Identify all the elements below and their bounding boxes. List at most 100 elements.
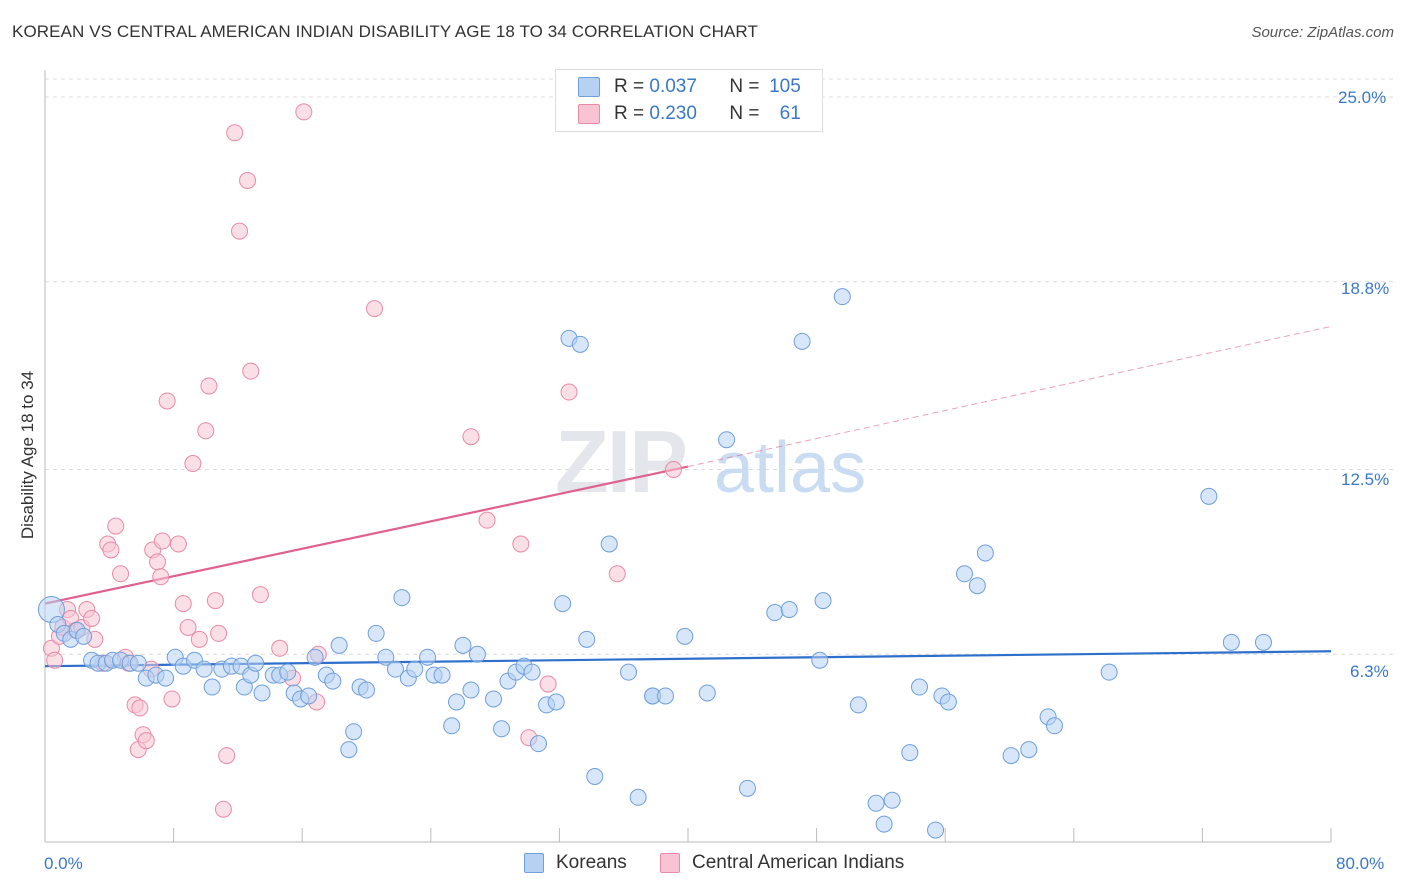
legend-swatch-koreans bbox=[578, 77, 600, 97]
legend-label-koreans: Koreans bbox=[556, 852, 627, 873]
point-koreans-103 bbox=[1200, 487, 1218, 505]
point-cai-53 bbox=[478, 511, 496, 529]
point-cai-42 bbox=[231, 222, 249, 240]
point-koreans-19 bbox=[195, 660, 213, 678]
point-cai-52 bbox=[462, 428, 480, 446]
point-koreans-85 bbox=[833, 288, 851, 306]
point-koreans-56 bbox=[484, 690, 502, 708]
legend-row-cai: R = 0.230 N = 61 bbox=[578, 101, 801, 127]
point-cai-57 bbox=[560, 383, 578, 401]
point-cai-37 bbox=[206, 592, 224, 610]
point-koreans-89 bbox=[883, 791, 901, 809]
point-koreans-68 bbox=[578, 630, 596, 648]
point-koreans-82 bbox=[793, 332, 811, 350]
point-koreans-81 bbox=[780, 601, 798, 619]
data-points bbox=[37, 103, 1272, 839]
point-cai-48 bbox=[295, 103, 313, 121]
point-koreans-20 bbox=[203, 678, 221, 696]
legend-swatch-cai bbox=[660, 853, 680, 873]
point-koreans-37 bbox=[330, 636, 348, 654]
point-koreans-36 bbox=[324, 672, 342, 690]
point-koreans-98 bbox=[1002, 747, 1020, 765]
point-cai-56 bbox=[539, 675, 557, 693]
point-koreans-52 bbox=[448, 693, 466, 711]
point-koreans-75 bbox=[656, 687, 674, 705]
point-cai-26 bbox=[152, 568, 170, 586]
stats-legend: R = 0.037 N = 105 R = 0.230 N = 61 bbox=[555, 69, 823, 132]
point-cai-59 bbox=[665, 461, 683, 478]
point-koreans-95 bbox=[955, 565, 973, 583]
y-axis-label: Disability Age 18 to 34 bbox=[18, 370, 37, 540]
legend-n-value: 61 bbox=[779, 103, 801, 124]
point-koreans-67 bbox=[571, 335, 589, 353]
x-tick-label-min: 0.0% bbox=[44, 854, 83, 873]
point-cai-51 bbox=[366, 300, 384, 318]
point-cai-29 bbox=[163, 690, 181, 708]
point-koreans-86 bbox=[849, 696, 867, 714]
legend-r-value: 0.230 bbox=[649, 103, 697, 124]
legend-item-cai[interactable]: Central American Indians bbox=[660, 852, 904, 874]
point-koreans-33 bbox=[300, 687, 318, 705]
point-koreans-42 bbox=[367, 624, 385, 642]
point-cai-44 bbox=[242, 362, 260, 380]
y-tick-label-3: 18.8% bbox=[1341, 279, 1390, 298]
point-koreans-99 bbox=[1020, 741, 1038, 759]
point-koreans-54 bbox=[462, 681, 480, 699]
point-koreans-34 bbox=[306, 648, 324, 666]
point-cai-45 bbox=[251, 586, 269, 604]
legend-item-koreans[interactable]: Koreans bbox=[524, 852, 627, 874]
point-cai-58 bbox=[608, 565, 626, 583]
legend-r-value: 0.037 bbox=[649, 76, 697, 97]
point-cai-43 bbox=[239, 171, 257, 189]
point-cai-30 bbox=[169, 535, 187, 553]
point-koreans-104 bbox=[1222, 633, 1240, 651]
point-koreans-65 bbox=[554, 595, 572, 613]
point-koreans-62 bbox=[530, 735, 548, 753]
point-cai-46 bbox=[271, 639, 289, 657]
point-koreans-102 bbox=[1100, 663, 1118, 681]
point-cai-27 bbox=[153, 532, 171, 550]
y-tick-label-1: 6.3% bbox=[1350, 662, 1389, 681]
point-cai-39 bbox=[214, 800, 232, 818]
legend-n-label: N = bbox=[729, 103, 760, 124]
trend-line-cai-extension bbox=[687, 325, 1332, 468]
point-cai-40 bbox=[218, 747, 236, 765]
point-koreans-69 bbox=[586, 767, 604, 785]
point-cai-35 bbox=[197, 422, 215, 440]
y-tick-label-2: 12.5% bbox=[1341, 470, 1390, 489]
y-tick-label-4: 25.0% bbox=[1338, 88, 1387, 107]
point-koreans-50 bbox=[433, 666, 451, 684]
legend-r-label: R = bbox=[614, 76, 645, 97]
point-koreans-15 bbox=[157, 669, 175, 687]
point-koreans-90 bbox=[901, 744, 919, 762]
point-koreans-26 bbox=[247, 654, 265, 672]
point-cai-41 bbox=[226, 124, 244, 142]
point-koreans-97 bbox=[976, 544, 994, 562]
point-koreans-70 bbox=[600, 535, 618, 553]
point-cai-19 bbox=[131, 699, 149, 717]
series-legend: Koreans Central American Indians bbox=[0, 852, 1406, 878]
source-label: Source: ZipAtlas.com bbox=[1251, 24, 1394, 41]
point-koreans-88 bbox=[875, 815, 893, 833]
point-cai-54 bbox=[512, 535, 530, 553]
point-koreans-72 bbox=[629, 788, 647, 806]
x-tick-label-max: 80.0% bbox=[1336, 854, 1385, 873]
point-cai-34 bbox=[190, 630, 208, 648]
point-koreans-48 bbox=[419, 648, 437, 666]
point-cai-25 bbox=[149, 553, 167, 571]
point-koreans-41 bbox=[358, 681, 375, 699]
point-koreans-53 bbox=[454, 636, 472, 654]
point-cai-9 bbox=[83, 610, 101, 627]
point-koreans-27 bbox=[253, 684, 271, 702]
point-koreans-44 bbox=[386, 660, 404, 678]
legend-n-value: 105 bbox=[769, 76, 801, 97]
axes bbox=[44, 70, 1332, 843]
legend-row-koreans: R = 0.037 N = 105 bbox=[578, 74, 801, 100]
point-koreans-91 bbox=[910, 678, 928, 696]
legend-swatch-koreans bbox=[524, 853, 544, 873]
point-koreans-64 bbox=[547, 693, 565, 711]
point-koreans-55 bbox=[468, 645, 486, 663]
point-cai-1 bbox=[46, 651, 64, 669]
legend-r-label: R = bbox=[614, 103, 645, 124]
point-koreans-84 bbox=[814, 592, 832, 610]
